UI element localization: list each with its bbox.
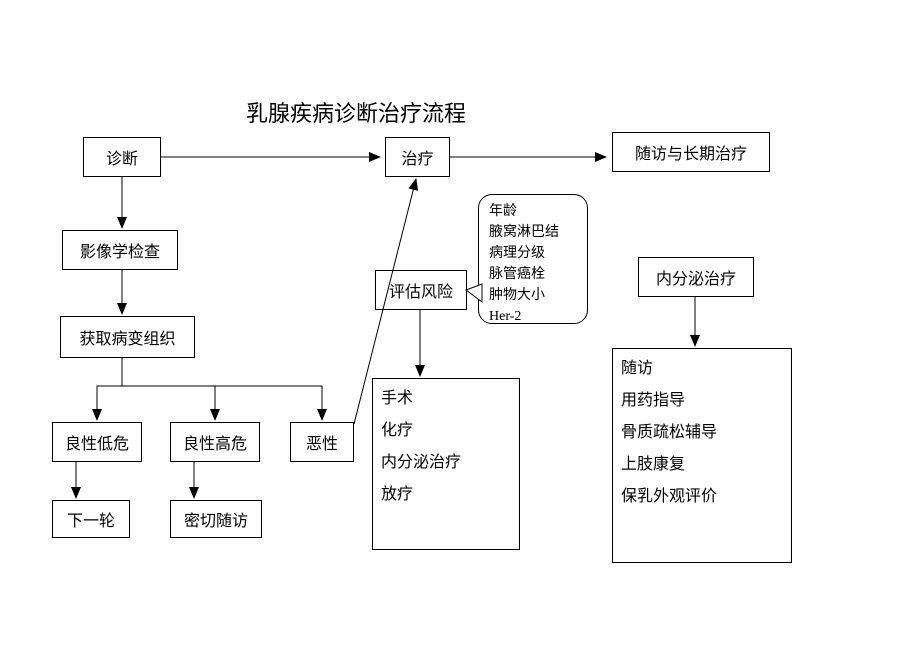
node-benign-low: 良性低危 [52,422,142,462]
list-item: 年龄 [489,201,517,222]
node-malignant: 恶性 [290,422,354,462]
node-followup-list: 随访 用药指导 骨质疏松辅导 上肢康复 保乳外观评价 [612,348,792,563]
node-next-round: 下一轮 [52,500,130,538]
node-risk-factors: 年龄 腋窝淋巴结 病理分级 脉管癌栓 肿物大小 Her-2 [478,194,588,324]
node-close-follow: 密切随访 [170,500,262,538]
list-item: 化疗 [381,415,413,447]
node-assess-risk: 评估风险 [375,270,467,310]
node-followup: 随访与长期治疗 [612,132,770,172]
list-item: 肿物大小 [489,285,545,306]
node-treat: 治疗 [385,137,450,177]
list-item: 脉管癌栓 [489,264,545,285]
node-imaging: 影像学检查 [62,230,178,270]
list-item: Her-2 [489,306,521,327]
list-item: 内分泌治疗 [381,447,461,479]
list-item: 腋窝淋巴结 [489,222,559,243]
list-item: 放疗 [381,479,413,511]
node-diagnose: 诊断 [83,137,161,177]
node-benign-high: 良性高危 [170,422,260,462]
node-treatment-list: 手术 化疗 内分泌治疗 放疗 [372,378,520,550]
list-item: 病理分级 [489,243,545,264]
list-item: 保乳外观评价 [621,481,717,513]
list-item: 随访 [621,353,653,385]
list-item: 手术 [381,383,413,415]
diagram-title: 乳腺疾病诊断治疗流程 [246,96,466,128]
node-endocrine: 内分泌治疗 [638,257,754,297]
list-item: 用药指导 [621,385,685,417]
list-item: 上肢康复 [621,449,685,481]
node-biopsy: 获取病变组织 [60,316,195,358]
list-item: 骨质疏松辅导 [621,417,717,449]
